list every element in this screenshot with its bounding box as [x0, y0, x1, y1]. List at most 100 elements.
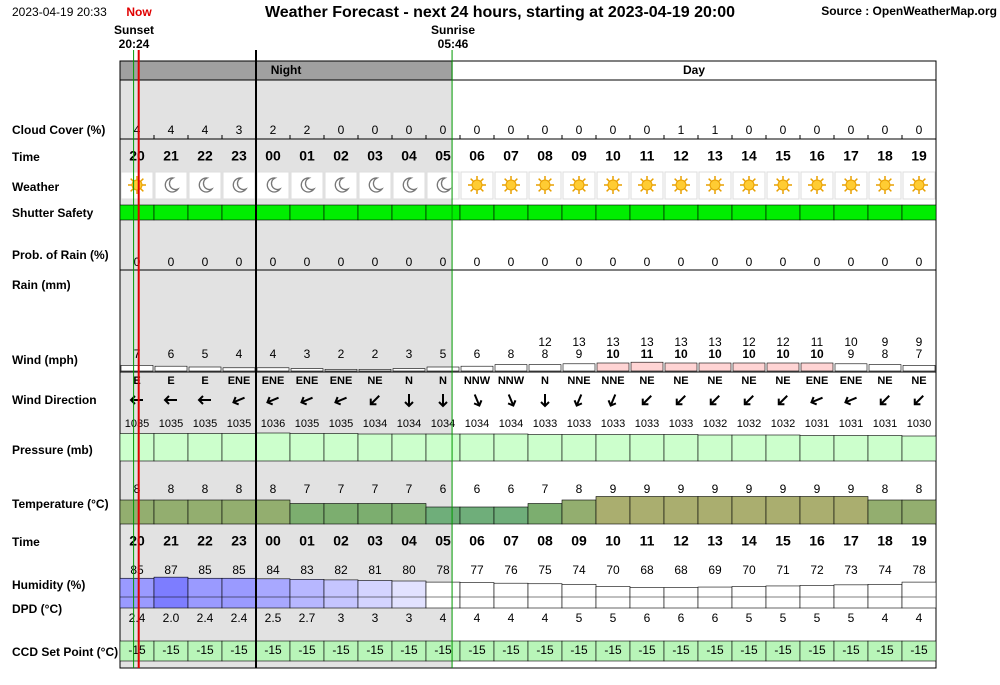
cloud-cover: 1: [712, 123, 719, 137]
time: 11: [640, 148, 655, 164]
prob-rain: 0: [202, 255, 209, 269]
wind-bar: [698, 362, 732, 372]
humidity-bar: [323, 579, 359, 609]
time: 07: [503, 533, 519, 549]
sun-disc: [845, 179, 857, 191]
row-label: Prob. of Rain (%): [12, 248, 109, 262]
cloud-cover: 4: [134, 123, 141, 137]
dpd-value: 4: [542, 611, 549, 625]
arrow-shape: [879, 395, 890, 406]
temperature-bar: [357, 503, 393, 525]
humidity-bar: [221, 577, 257, 609]
sun-ray: [674, 178, 678, 182]
sunrise-time: 05:46: [438, 37, 469, 51]
pressure-bar: [765, 434, 801, 462]
wind-direction: NE: [367, 375, 382, 387]
wind-speed: 10: [810, 347, 824, 361]
wind-gust: 13: [674, 335, 688, 349]
wind-arrow: [540, 394, 550, 408]
title: Weather Forecast - next 24 hours, starti…: [265, 4, 735, 21]
dpd-value: 5: [746, 611, 753, 625]
cloud-cover: 0: [440, 123, 447, 137]
sun-ray: [572, 188, 576, 192]
temperature-bar: [663, 496, 699, 525]
wind-arrow: [334, 396, 347, 406]
cloud-cover: 0: [848, 123, 855, 137]
pressure-value: 1036: [261, 418, 285, 430]
cloud-cover: 0: [882, 123, 889, 137]
time: 15: [775, 533, 791, 549]
time: 00: [265, 533, 281, 549]
prob-rain: 0: [848, 255, 855, 269]
time: 01: [299, 533, 315, 549]
temperature-bar: [323, 503, 359, 525]
wind-gust: 9: [882, 335, 889, 349]
sun-ray: [820, 178, 824, 182]
dpd-value: 4: [508, 611, 515, 625]
wind-bar: [766, 362, 800, 372]
humidity-bar: [187, 577, 223, 609]
humidity-value: 76: [504, 563, 518, 577]
wind-arrow: [300, 396, 313, 406]
sun-ray: [786, 178, 790, 182]
arrow-shape: [507, 394, 517, 407]
temperature-value: 9: [814, 482, 821, 496]
sun-ray: [888, 178, 892, 182]
ccd-value: -15: [502, 643, 520, 657]
wind-bar: [596, 362, 630, 372]
humidity-value: 68: [674, 563, 688, 577]
pressure-bar: [425, 433, 461, 462]
humidity-value: 71: [776, 563, 790, 577]
wind-gust: 13: [708, 335, 722, 349]
wind-arrow: [507, 394, 517, 407]
wind-direction: ENE: [840, 375, 863, 387]
dpd-value: 5: [610, 611, 617, 625]
arrow-shape: [913, 395, 924, 406]
wind-arrow: [607, 394, 617, 407]
pressure-value: 1034: [397, 418, 421, 430]
humidity-bar: [663, 587, 699, 609]
moon-icon: [402, 177, 418, 193]
humidity-value: 72: [810, 563, 824, 577]
time: 08: [537, 148, 553, 164]
sun-disc: [539, 179, 551, 191]
humidity-bar: [357, 580, 393, 609]
sun-disc: [879, 179, 891, 191]
sun-ray: [640, 178, 644, 182]
prob-rain: 0: [746, 255, 753, 269]
wind-arrow: [163, 395, 177, 405]
wind-bar: [324, 369, 358, 372]
pressure-value: 1030: [907, 418, 931, 430]
wind-speed: 9: [576, 347, 583, 361]
temperature-bar: [901, 499, 937, 525]
wind-bar: [562, 363, 596, 372]
sun-ray: [480, 188, 484, 192]
pressure-bar: [119, 433, 155, 462]
dpd-value: 5: [576, 611, 583, 625]
wind-bar: [630, 361, 664, 372]
time: 19: [911, 533, 927, 549]
wind-speed: 2: [372, 347, 379, 361]
arrow-shape: [266, 396, 279, 406]
cloud-cover: 2: [270, 123, 277, 137]
sun-ray: [616, 178, 620, 182]
ccd-value: -15: [366, 643, 384, 657]
wind-speed: 4: [236, 347, 243, 361]
row-label: Shutter Safety: [12, 206, 94, 220]
wind-speed: 10: [776, 347, 790, 361]
pressure-bar: [697, 434, 733, 462]
row-label: Wind Direction: [12, 393, 97, 407]
cloud-cover: 3: [236, 123, 243, 137]
humidity-value: 78: [436, 563, 450, 577]
prob-rain: 0: [814, 255, 821, 269]
time: 14: [741, 533, 757, 549]
humidity-value: 74: [878, 563, 892, 577]
time: 15: [775, 148, 791, 164]
cloud-cover: 0: [916, 123, 923, 137]
pressure-bar: [323, 433, 359, 462]
wind-arrow: [709, 395, 720, 406]
humidity-value: 85: [232, 563, 246, 577]
prob-rain: 0: [270, 255, 277, 269]
sun-ray: [504, 188, 508, 192]
temperature-value: 6: [474, 482, 481, 496]
